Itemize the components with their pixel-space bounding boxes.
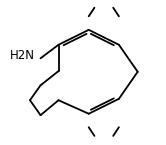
Text: H2N: H2N bbox=[10, 49, 35, 62]
